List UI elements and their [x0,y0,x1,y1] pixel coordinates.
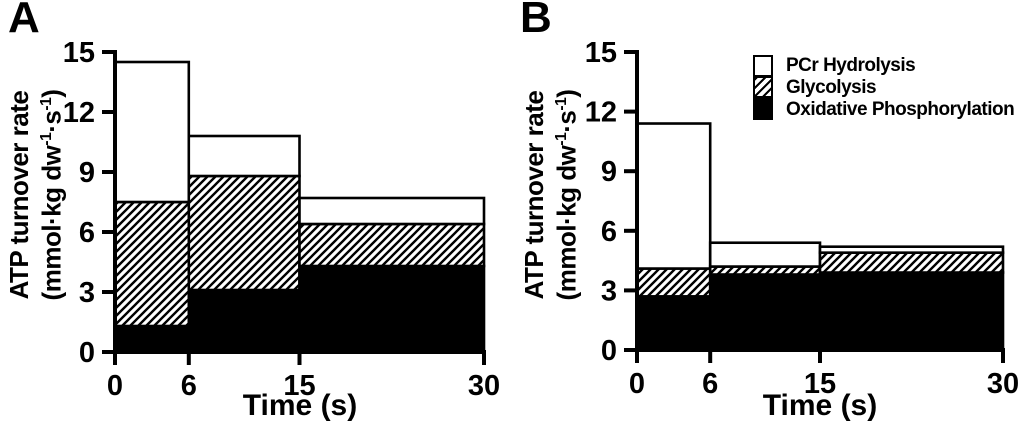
bar-segment-white [818,245,1005,254]
x-tick-label: 0 [107,370,123,402]
x-tick-label: 0 [629,368,645,400]
y-tick-label: 3 [601,275,617,307]
chart-b-svg: 0 3 6 9 12 15 0 6 15 30 [585,37,1019,400]
oxidative-phosphorylation-swatch-icon [753,97,773,120]
legend-label: PCr Hydrolysis [786,55,916,76]
x-axis-title-b: Time (s) [762,389,878,422]
bar-segment-white [113,60,191,204]
pcr-hydrolysis-swatch-icon [753,55,773,77]
legend-item-oxidative-phosphorylation: Oxidative Phosphorylation [753,97,1015,121]
legend-item-glycolysis: Glycolysis [753,75,1014,99]
bar-segment-black [635,295,712,352]
bar-segment-hatch [113,200,191,328]
bar-segment-white [187,134,301,178]
y-tick-label: 15 [585,37,617,69]
y-tick-label: 12 [63,97,95,129]
y-tick-label: 9 [601,156,617,188]
x-tick-label: 15 [283,370,315,402]
y-tick-label: 15 [63,37,95,69]
y-tick-label: 3 [79,277,95,309]
panel-b-label: B [520,0,552,42]
bar-segment-black [113,324,191,354]
legend-item-pcr-hydrolysis: PCr Hydrolysis [753,55,1014,77]
y-tick-label: 9 [79,157,95,189]
glycolysis-swatch-icon [753,75,773,98]
bar-segment-black [298,264,486,354]
bar-segment-white [708,241,822,268]
bar-segment-hatch [818,251,1005,274]
bar-segment-hatch [187,174,301,292]
x-tick-label: 6 [702,368,718,400]
bar-segment-black [708,273,822,352]
bar-segment-hatch [635,267,712,298]
y-tick-label: 0 [601,335,617,367]
bar-segment-black [818,271,1005,352]
x-tick-label: 6 [181,370,197,402]
legend-label: Glycolysis [786,77,877,98]
bar-segment-white [635,122,712,270]
x-axis-title-a: Time (s) [242,389,358,422]
bar-segment-hatch [298,222,486,268]
y-tick-label: 0 [79,337,95,369]
legend-label: Oxidative Phosphorylation [786,99,1015,120]
chart-a-svg: 0 3 6 9 12 15 0 6 15 30 [63,37,500,402]
bar-segment-black [187,288,301,354]
y-tick-label: 6 [79,217,95,249]
panel-a-label: A [8,0,40,42]
x-tick-label: 30 [468,370,500,402]
y-tick-label: 12 [585,97,617,129]
legend: PCr Hydrolysis Glycolysis Oxidative Phos… [753,55,1015,121]
bar-segment-white [298,196,486,226]
x-tick-label: 15 [804,368,836,400]
x-tick-label: 30 [987,368,1019,400]
y-tick-label: 6 [601,216,617,248]
